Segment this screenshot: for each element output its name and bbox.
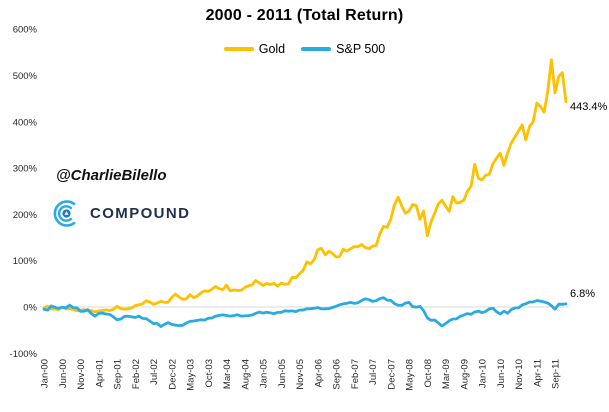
y-tick-label: 400% [13, 117, 38, 128]
legend-label-gold: Gold [258, 42, 286, 56]
x-tick-label: Feb-07 [350, 359, 361, 389]
x-tick-label: Aug-09 [459, 359, 470, 390]
legend-label-sp500: S&P 500 [336, 42, 386, 56]
legend: Gold S&P 500 [0, 42, 609, 56]
x-tick-label: Jun-05 [277, 359, 288, 388]
x-tick-label: Dec-02 [167, 359, 178, 390]
x-tick-label: Jan-10 [478, 359, 489, 388]
x-tick-label: May-03 [186, 359, 197, 391]
x-tick-label: Jul-02 [149, 359, 160, 385]
y-tick-label: 100% [13, 256, 38, 267]
legend-item-gold: Gold [223, 42, 286, 56]
x-tick-label: Jan-05 [259, 359, 270, 388]
x-tick-label: Jun-00 [58, 359, 69, 388]
y-tick-label: -100% [10, 349, 38, 360]
compound-icon [53, 200, 76, 227]
x-tick-label: Oct-08 [423, 359, 434, 388]
y-tick-label: 300% [13, 164, 38, 175]
brand-name: COMPOUND [90, 205, 191, 222]
x-tick-label: Sep-06 [332, 359, 343, 390]
x-tick-label: Apr-06 [313, 359, 324, 388]
brand-logo: COMPOUND [51, 198, 190, 229]
x-tick-label: Sep-11 [551, 359, 562, 389]
x-tick-label: Nov-05 [295, 359, 306, 390]
x-tick-label: Oct-03 [204, 359, 215, 388]
y-tick-label: 0% [23, 303, 37, 314]
legend-item-sp500: S&P 500 [301, 42, 385, 56]
x-tick-label: Feb-02 [131, 359, 142, 389]
x-tick-label: Apr-01 [94, 359, 105, 388]
x-tick-label: Jul-07 [368, 359, 379, 385]
x-tick-label: Aug-04 [240, 359, 251, 390]
sp500-end-label: 6.8% [570, 288, 595, 300]
x-tick-label: May-08 [405, 359, 416, 391]
x-tick-label: Dec-07 [386, 359, 397, 390]
x-tick-label: Apr-11 [532, 359, 543, 387]
x-tick-label: Nov-00 [76, 359, 87, 390]
y-tick-label: 200% [13, 210, 38, 221]
x-tick-label: Mar-09 [441, 359, 452, 389]
gold-line-swatch [223, 47, 254, 51]
y-tick-label: 600% [13, 25, 38, 36]
gold-end-label: 443.4% [570, 101, 608, 113]
x-tick-label: Jun-10 [496, 359, 507, 388]
x-tick-label: Mar-04 [222, 359, 233, 389]
sp500-line [42, 296, 568, 329]
sp500-line-swatch [301, 47, 332, 51]
x-tick-label: Jan-00 [40, 359, 51, 388]
x-tick-label: Nov-10 [514, 359, 525, 390]
watermark-handle: @CharlieBilello [56, 167, 167, 184]
y-tick-label: 500% [13, 71, 38, 82]
x-tick-label: Sep-01 [113, 359, 124, 390]
gold-line [42, 58, 568, 314]
chart-title: 2000 - 2011 (Total Return) [205, 7, 404, 24]
